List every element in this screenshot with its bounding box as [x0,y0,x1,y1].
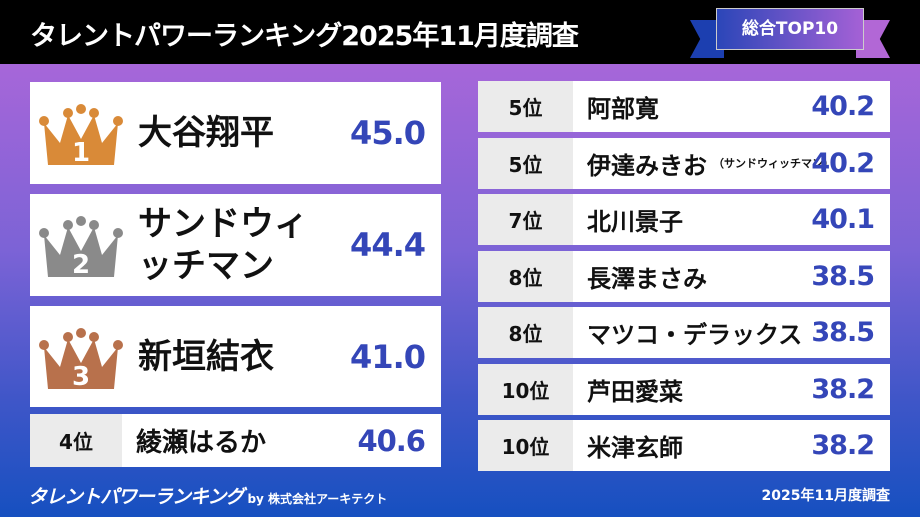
name-text: 阿部寛 [587,95,659,123]
score: 44.4 [350,226,426,264]
svg-text:1: 1 [72,138,90,165]
rank-label: 8位 [478,307,573,358]
rank-label: 8位 [478,250,573,302]
ranking-row-7: 7位 北川景子 40.1 [478,194,890,245]
crown-icon: 2 [38,213,124,280]
name-text: 芦田愛菜 [587,377,683,406]
name-text: 伊達みきお [587,151,707,180]
talent-name: 伊達みきお （サンドウィッチマン） [587,146,834,181]
ranking-row-6: 5位 伊達みきお （サンドウィッチマン） 40.2 [478,137,890,189]
talent-name: 阿部寛 [587,89,659,124]
talent-name: 芦田愛菜 [587,372,683,407]
score: 38.2 [811,373,875,405]
name-text: 米津玄師 [587,434,683,462]
name-text: マツコ・デラックス [587,321,803,349]
ranking-row-11: 10位 米津玄師 38.2 [478,420,890,471]
page-title: タレントパワーランキング2025年11月度調査 [30,21,579,52]
talent-name: サンドウィッチマン [138,204,308,286]
talent-name: マツコ・デラックス [587,315,802,350]
score: 40.1 [811,204,875,235]
logo-text: タレントパワーランキング [28,486,244,508]
rank-label: 7位 [478,194,573,245]
crown-icon: 1 [38,101,124,168]
rank-label: 10位 [478,420,573,471]
badge-label: 総合TOP10 [716,8,864,50]
talent-name: 長澤まさみ [587,259,707,294]
survey-date: 2025年11月度調査 [761,488,890,504]
talent-name: 米津玄師 [587,428,683,463]
ranking-row-10: 10位 芦田愛菜 38.2 [478,363,890,415]
badge-ribbon: 総合TOP10 [690,8,890,58]
score: 38.5 [811,317,875,348]
talent-name: 綾瀬はるか [136,428,267,458]
header-bar: タレントパワーランキング2025年11月度調査 総合TOP10 [0,0,920,64]
talent-name: 大谷翔平 [138,113,274,153]
rank-label: 5位 [478,137,573,189]
score: 40.2 [811,147,875,179]
score: 38.5 [811,260,875,292]
score: 41.0 [350,337,426,376]
ranking-row-1: 1 大谷翔平 45.0 [30,82,441,184]
score: 40.2 [811,91,875,122]
svg-text:2: 2 [72,250,90,277]
company-credit: by 株式会社アーキテクト [247,492,388,506]
talent-name: 北川景子 [587,202,683,237]
rank-label: 5位 [478,81,573,132]
name-text: 長澤まさみ [587,264,707,293]
score: 40.6 [357,423,426,458]
talent-name: 新垣結衣 [138,336,274,377]
score: 38.2 [811,430,875,461]
rank-label: 4位 [30,414,122,467]
svg-text:3: 3 [72,362,90,389]
name-note: （サンドウィッチマン） [713,156,834,170]
rank-label: 10位 [478,363,573,415]
ranking-row-8: 8位 長澤まさみ 38.5 [478,250,890,302]
ranking-row-2: 2 サンドウィッチマン 44.4 [30,194,441,296]
crown-icon: 3 [38,325,124,392]
name-text: 北川景子 [587,208,683,236]
ranking-row-3: 3 新垣結衣 41.0 [30,306,441,407]
score: 45.0 [350,114,426,152]
ranking-row-5: 5位 阿部寛 40.2 [478,81,890,132]
ranking-row-9: 8位 マツコ・デラックス 38.5 [478,307,890,358]
footer-logo: タレントパワーランキング by 株式会社アーキテクト [28,482,387,509]
ranking-row-4: 4位 綾瀬はるか 40.6 [30,414,441,467]
